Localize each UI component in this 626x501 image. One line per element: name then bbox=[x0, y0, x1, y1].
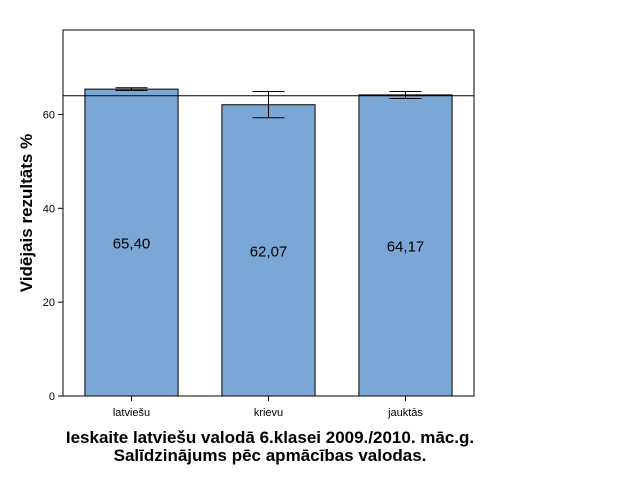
y-axis-title: Vidējais rezultāts % bbox=[17, 133, 36, 293]
x-tick-label-2: jauktās bbox=[387, 407, 423, 419]
x-axis: latviešu krievu jauktās bbox=[113, 396, 423, 419]
bar-1 bbox=[221, 104, 316, 397]
value-labels-layer: 65,40 62,07 64,17 bbox=[113, 236, 425, 261]
y-axis: 0 20 40 60 bbox=[43, 109, 63, 403]
y-tick-label-0: 0 bbox=[49, 391, 55, 403]
value-label-1: 62,07 bbox=[250, 243, 288, 260]
y-tick-label-3: 60 bbox=[43, 109, 55, 121]
y-tick-label-2: 40 bbox=[43, 203, 55, 215]
value-label-2: 64,17 bbox=[387, 238, 425, 255]
x-tick-label-1: krievu bbox=[254, 407, 283, 419]
chart-title: Ieskaite latviešu valodā 6.klasei 2009./… bbox=[65, 428, 475, 465]
y-tick-label-1: 20 bbox=[43, 297, 55, 309]
value-label-0: 65,40 bbox=[113, 236, 151, 253]
x-tick-label-0: latviešu bbox=[113, 407, 150, 419]
bars-layer bbox=[84, 88, 453, 397]
